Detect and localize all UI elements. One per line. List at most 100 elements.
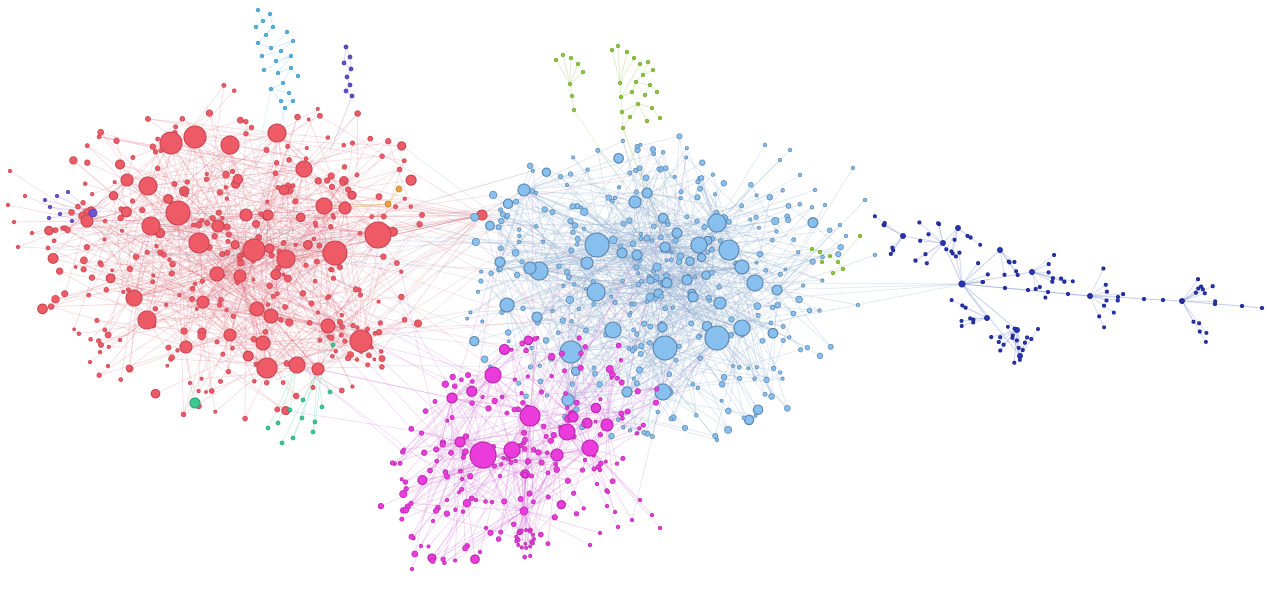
graph-node[interactable] <box>430 518 436 524</box>
graph-node[interactable] <box>311 362 325 376</box>
graph-node[interactable] <box>261 67 267 73</box>
graph-node[interactable] <box>268 252 275 259</box>
graph-node[interactable] <box>612 300 618 305</box>
graph-node[interactable] <box>649 238 655 243</box>
graph-node[interactable] <box>538 459 545 466</box>
graph-node[interactable] <box>375 193 383 200</box>
graph-node[interactable] <box>690 236 708 254</box>
graph-node[interactable] <box>631 55 637 61</box>
graph-node[interactable] <box>774 229 779 234</box>
graph-node[interactable] <box>837 243 844 251</box>
graph-node[interactable] <box>333 348 339 354</box>
graph-node[interactable] <box>661 277 673 289</box>
graph-node[interactable] <box>211 219 225 233</box>
graph-node[interactable] <box>1204 330 1209 335</box>
graph-node[interactable] <box>763 267 769 273</box>
graph-node[interactable] <box>393 204 399 210</box>
graph-node[interactable] <box>325 135 331 140</box>
graph-node[interactable] <box>280 380 286 385</box>
graph-node[interactable] <box>164 302 169 307</box>
graph-node[interactable] <box>255 40 261 46</box>
graph-node[interactable] <box>612 509 618 515</box>
graph-node[interactable] <box>553 466 560 473</box>
graph-node[interactable] <box>270 24 276 30</box>
graph-node[interactable] <box>581 439 599 457</box>
graph-node[interactable] <box>524 458 532 465</box>
graph-node[interactable] <box>341 60 347 66</box>
graph-node[interactable] <box>480 319 485 324</box>
graph-node[interactable] <box>984 315 990 321</box>
graph-node[interactable] <box>796 250 801 255</box>
graph-node[interactable] <box>380 253 387 260</box>
graph-node[interactable] <box>1102 325 1107 330</box>
graph-node[interactable] <box>550 448 564 462</box>
graph-node[interactable] <box>509 347 514 352</box>
graph-node[interactable] <box>22 193 28 199</box>
graph-node[interactable] <box>367 135 374 142</box>
graph-node[interactable] <box>191 222 196 228</box>
graph-node[interactable] <box>350 384 355 389</box>
graph-node[interactable] <box>379 153 385 159</box>
graph-node[interactable] <box>96 134 102 140</box>
graph-node[interactable] <box>480 394 485 400</box>
graph-node[interactable] <box>355 325 360 330</box>
graph-node[interactable] <box>822 202 828 208</box>
graph-node[interactable] <box>980 279 986 285</box>
graph-node[interactable] <box>541 206 548 213</box>
graph-node[interactable] <box>620 220 627 227</box>
graph-node[interactable] <box>1037 284 1042 290</box>
graph-node[interactable] <box>225 231 232 238</box>
graph-node[interactable] <box>1050 276 1055 281</box>
graph-node[interactable] <box>485 405 492 412</box>
graph-node[interactable] <box>548 352 556 361</box>
graph-node[interactable] <box>80 256 88 265</box>
graph-node[interactable] <box>243 118 249 125</box>
graph-node[interactable] <box>102 218 108 224</box>
graph-node[interactable] <box>275 420 281 426</box>
graph-node[interactable] <box>835 259 841 265</box>
graph-node[interactable] <box>707 298 712 304</box>
graph-node[interactable] <box>315 197 333 215</box>
graph-node[interactable] <box>523 261 537 275</box>
graph-node[interactable] <box>923 252 928 257</box>
graph-node[interactable] <box>531 541 535 546</box>
graph-node[interactable] <box>453 507 458 513</box>
graph-node[interactable] <box>256 357 278 379</box>
graph-node[interactable] <box>676 133 683 140</box>
graph-node[interactable] <box>629 347 636 354</box>
graph-node[interactable] <box>850 165 856 171</box>
graph-node[interactable] <box>701 270 711 280</box>
graph-node[interactable] <box>809 246 815 252</box>
graph-node[interactable] <box>621 386 633 398</box>
graph-node[interactable] <box>636 165 643 172</box>
graph-node[interactable] <box>1007 260 1012 265</box>
graph-node[interactable] <box>457 468 463 474</box>
graph-node[interactable] <box>699 159 706 166</box>
graph-node[interactable] <box>336 264 343 271</box>
graph-node[interactable] <box>705 250 710 255</box>
graph-node[interactable] <box>545 470 551 476</box>
graph-node[interactable] <box>505 213 511 219</box>
graph-node[interactable] <box>569 381 575 387</box>
graph-node[interactable] <box>652 262 662 272</box>
graph-node[interactable] <box>598 397 603 402</box>
graph-node[interactable] <box>573 406 580 413</box>
graph-node[interactable] <box>87 359 93 365</box>
graph-node[interactable] <box>652 335 678 361</box>
graph-node[interactable] <box>804 344 811 351</box>
graph-node[interactable] <box>401 447 406 452</box>
graph-node[interactable] <box>403 486 409 492</box>
graph-node[interactable] <box>266 282 273 290</box>
graph-node[interactable] <box>635 281 641 288</box>
graph-node[interactable] <box>232 174 244 185</box>
graph-node[interactable] <box>280 80 286 86</box>
graph-node[interactable] <box>511 407 517 413</box>
graph-node[interactable] <box>249 301 265 317</box>
graph-node[interactable] <box>629 517 635 523</box>
graph-node[interactable] <box>545 541 551 547</box>
graph-node[interactable] <box>613 152 624 164</box>
graph-node[interactable] <box>459 486 465 492</box>
graph-node[interactable] <box>608 235 618 245</box>
graph-node[interactable] <box>339 179 346 186</box>
graph-node[interactable] <box>812 187 818 193</box>
